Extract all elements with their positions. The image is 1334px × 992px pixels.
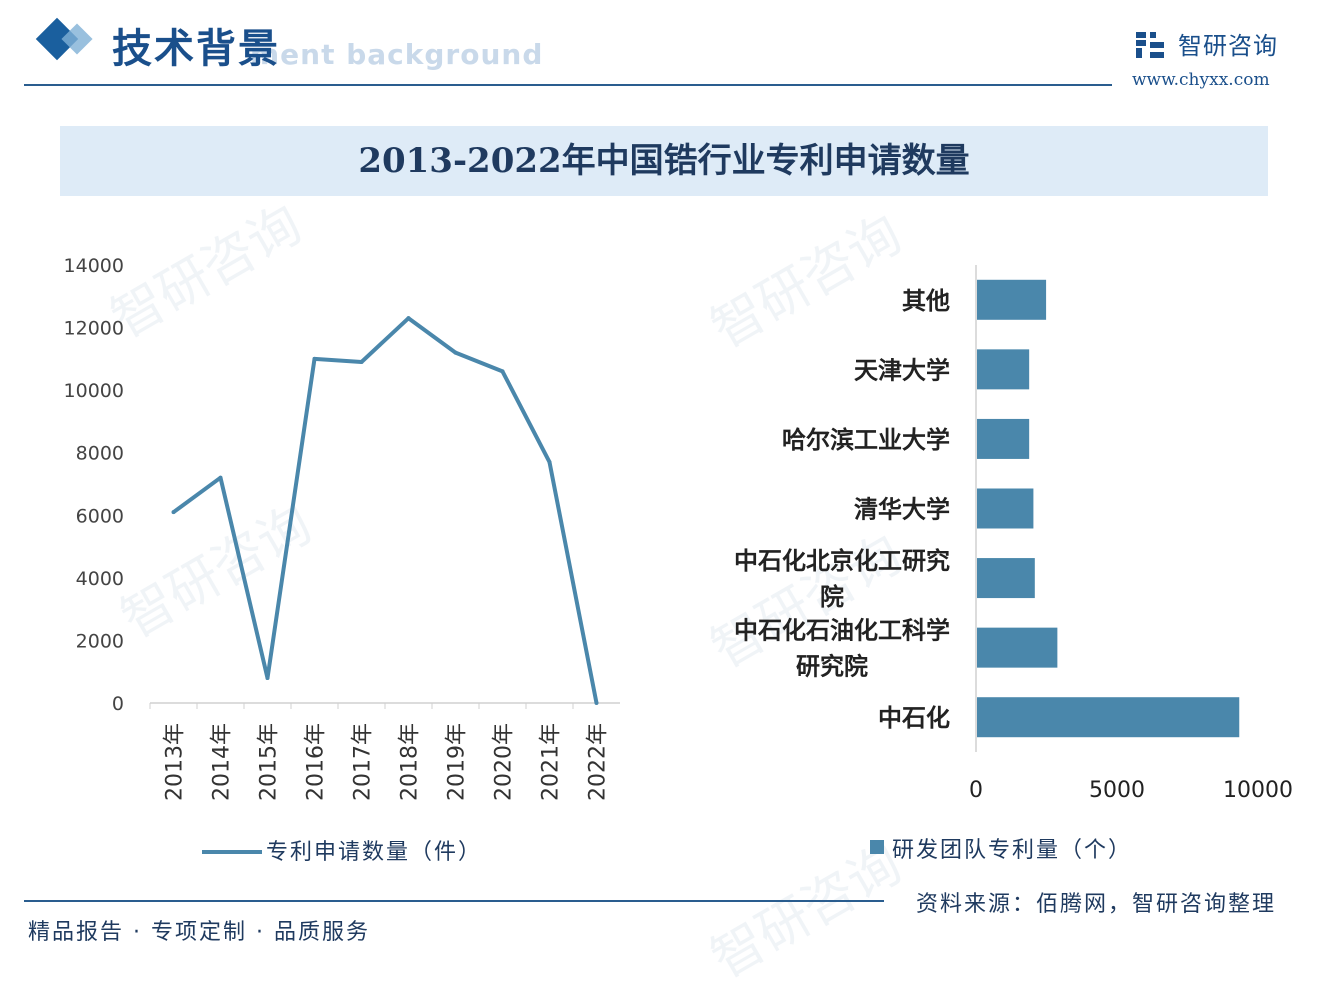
bar [977,627,1058,668]
category-label: 中石化石油化工科学 [734,617,950,645]
y-tick-label: 14000 [64,255,124,277]
category-label: 研究院 [796,653,868,681]
category-label: 哈尔滨工业大学 [782,426,950,454]
y-tick-label: 2000 [76,630,124,652]
bar [977,279,1047,320]
x-tick-label: 2022年 [586,723,611,801]
x-tick-label: 2021年 [539,723,564,801]
chart-title: 2013-2022年中国锆行业专利申请数量 [358,141,970,181]
line-point [218,475,223,480]
logo-url: www.chyxx.com [1132,70,1270,90]
x-tick-label: 2014年 [210,723,235,801]
logo-name: 智研咨询 [1178,32,1278,60]
y-tick-label: 0 [112,693,124,715]
bar [977,418,1030,459]
line-point [406,316,411,321]
x-tick-label: 2017年 [351,723,376,801]
x-tick-label: 2020年 [492,723,517,801]
category-label: 天津大学 [854,356,950,384]
x-tick-label: 0 [969,778,983,803]
bar [977,558,1035,599]
bar-legend-swatch [870,840,884,854]
x-tick-label: 2015年 [257,723,282,801]
page-header: ment background 技术背景 智研咨询 www.chyxx.com [0,0,1334,90]
header-title: 技术背景 [112,25,280,72]
x-tick-label: 2016年 [304,723,329,801]
charts-canvas: 0 2000 4000 6000 8000 10000 12000 14000 2013年 201… [64,255,1293,803]
bar [977,349,1030,390]
line-point [500,369,505,374]
y-tick-label: 6000 [76,505,124,527]
y-tick-label: 8000 [76,443,124,465]
category-label: 院 [820,583,844,611]
line-point [547,460,552,465]
category-label: 其他 [902,287,950,315]
header-subtitle: ment background [250,38,544,71]
footer-divider [24,900,884,902]
x-tick-label: 2019年 [445,723,470,801]
line-point [312,356,317,361]
category-label: 中石化北京化工研究 [734,547,950,575]
x-tick-label: 2013年 [163,723,188,801]
y-tick-label: 4000 [76,568,124,590]
line-point [453,350,458,355]
bar [977,488,1034,529]
line-legend-swatch [202,850,262,854]
chart-title-band: 2013-2022年中国锆行业专利申请数量 [60,126,1268,196]
x-tick-label: 10000 [1223,778,1293,803]
source-note: 资料来源：佰腾网，智研咨询整理 [916,892,1277,917]
line-legend-label: 专利申请数量（件） [266,840,483,865]
bar [977,697,1240,738]
logo-icon [1136,32,1164,58]
footer-tagline: 精品报告 · 专项定制 · 品质服务 [28,920,370,945]
y-tick-label: 12000 [64,318,124,340]
line-point [265,675,270,680]
category-label: 中石化 [878,704,950,732]
line-point [594,701,599,705]
line-point [171,510,176,515]
bar-legend-label: 研发团队专利量（个） [892,838,1133,863]
y-tick-label: 10000 [64,380,124,402]
x-tick-label: 5000 [1089,778,1145,803]
header-divider [24,84,1112,86]
category-label: 清华大学 [854,496,950,524]
line-series [172,316,599,704]
line-point [359,359,364,364]
x-tick-label: 2018年 [398,723,423,801]
